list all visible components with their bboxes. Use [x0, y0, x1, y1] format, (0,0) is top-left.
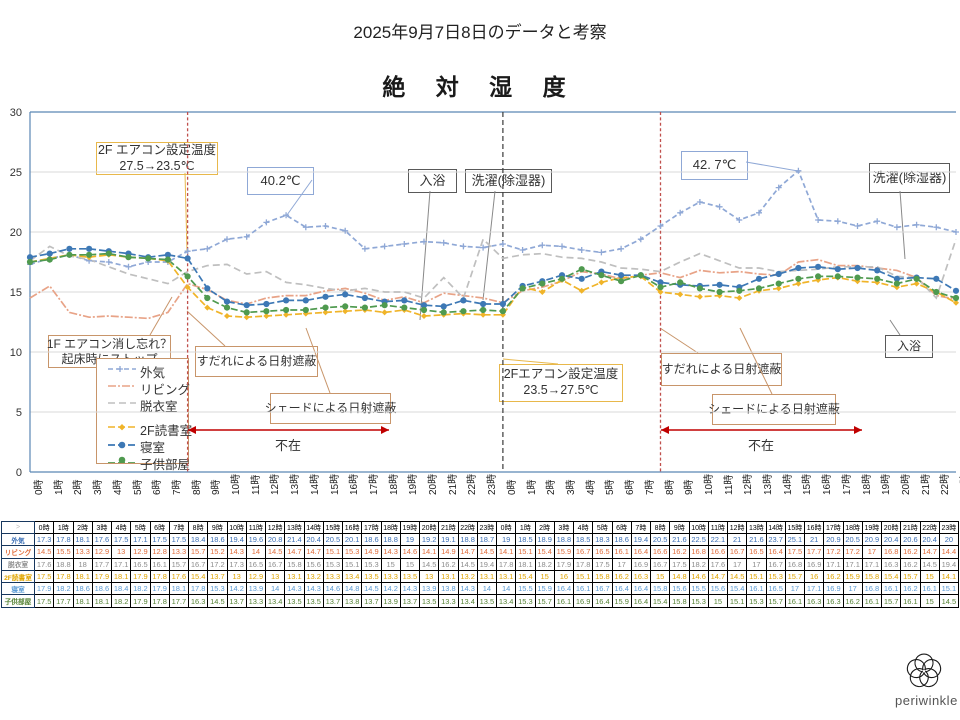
svg-text:15: 15	[10, 287, 22, 299]
svg-text:5: 5	[16, 407, 22, 419]
svg-text:25: 25	[10, 167, 22, 179]
svg-text:20: 20	[10, 227, 22, 239]
svg-text:30: 30	[10, 107, 22, 119]
svg-text:0: 0	[16, 467, 22, 479]
svg-text:10: 10	[10, 347, 22, 359]
